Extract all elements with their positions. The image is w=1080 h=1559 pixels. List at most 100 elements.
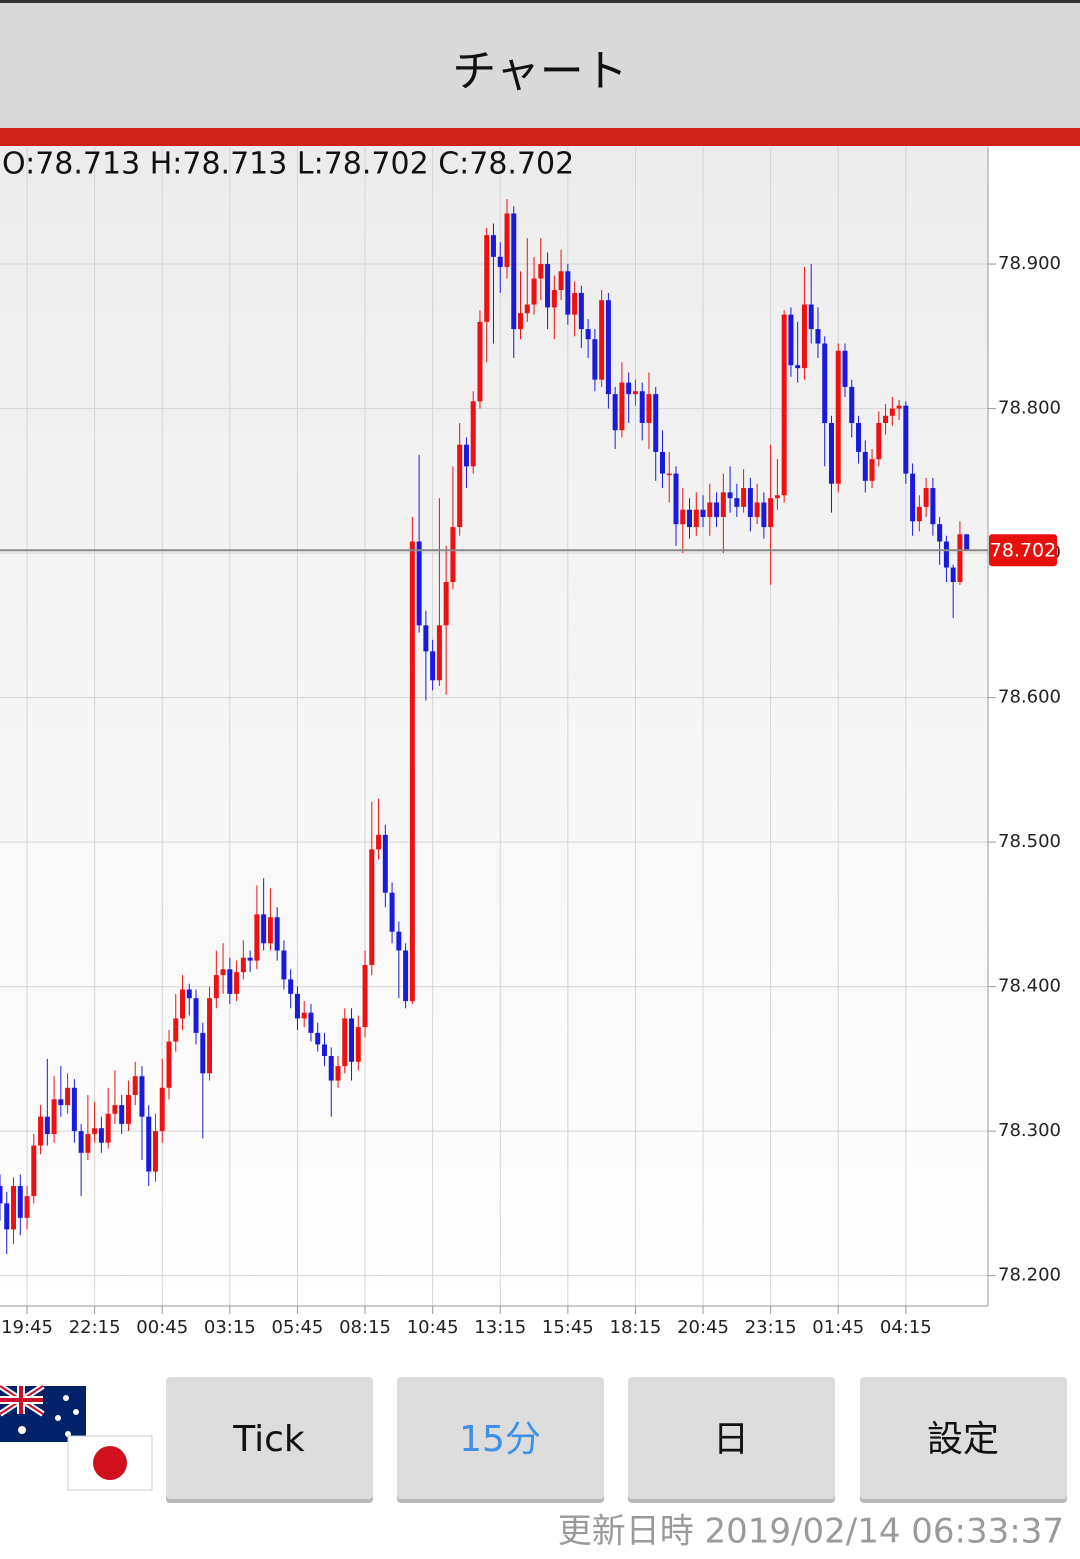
candle-body	[0, 1186, 3, 1204]
x-tick-label: 20:45	[677, 1317, 729, 1338]
candle-body	[815, 329, 821, 344]
candle-body	[227, 969, 233, 994]
candle-body	[409, 541, 415, 1002]
candle-body	[916, 506, 922, 522]
button-label[interactable]: Tick	[232, 1419, 305, 1460]
candle-body	[58, 1099, 64, 1106]
header-bar	[0, 0, 1080, 128]
flag-au-star	[18, 1426, 26, 1434]
header-title: チャート	[452, 46, 628, 97]
candle-body	[207, 998, 213, 1074]
y-tick-label: 78.800	[998, 398, 1061, 419]
button[interactable]	[628, 1377, 835, 1499]
y-tick-label: 78.500	[998, 831, 1061, 852]
candle-body	[612, 394, 618, 431]
candle-body	[423, 625, 429, 652]
candle-body	[592, 339, 598, 380]
candle-body	[152, 1131, 158, 1172]
candle-body	[166, 1041, 172, 1088]
candle-body	[335, 1066, 341, 1081]
button[interactable]	[397, 1377, 604, 1499]
candle-body	[707, 502, 713, 517]
x-tick-label: 19:45	[1, 1317, 53, 1338]
button-row: Tick 15分 日 設定	[166, 1377, 1067, 1503]
x-tick-label: 04:15	[880, 1317, 932, 1338]
candle-body	[876, 423, 882, 460]
candle-body	[11, 1186, 17, 1230]
candle-body	[4, 1203, 10, 1230]
x-tick-label: 05:45	[272, 1317, 324, 1338]
candle-body	[862, 451, 868, 481]
candle-body	[943, 541, 949, 568]
candle-body	[619, 382, 625, 431]
candle-body	[869, 459, 875, 481]
candle-body	[835, 350, 841, 484]
candle-body	[727, 492, 733, 499]
candle-body	[558, 271, 564, 291]
candle-body	[842, 350, 848, 387]
button[interactable]	[860, 1377, 1067, 1499]
candle-body	[31, 1145, 37, 1197]
flag-jp-sun	[93, 1446, 127, 1480]
candle-body	[315, 1032, 321, 1045]
y-tick-label: 78.300	[998, 1120, 1061, 1141]
candle-body	[267, 917, 273, 944]
candle-body	[71, 1087, 77, 1132]
candle-body	[44, 1116, 50, 1135]
candle-body	[578, 292, 584, 330]
candle-body	[301, 1012, 307, 1019]
candle-body	[254, 914, 260, 961]
candle-body	[369, 849, 375, 965]
header-edge	[0, 0, 1080, 3]
candle-body	[247, 957, 253, 961]
candle-body	[349, 1018, 355, 1062]
candle-body	[146, 1116, 152, 1172]
accent-bar	[0, 128, 1080, 146]
candle-body	[883, 415, 889, 424]
candle-body	[355, 1027, 361, 1062]
candle-body	[538, 264, 544, 279]
candle-body	[754, 502, 760, 517]
candle-body	[801, 304, 807, 369]
button-label[interactable]: 日	[713, 1419, 749, 1460]
candle-body	[626, 382, 632, 395]
candle-body	[828, 423, 834, 484]
candle-body	[484, 235, 490, 322]
candle-body	[964, 534, 970, 551]
candle-body	[659, 451, 665, 474]
candle-body	[653, 394, 659, 452]
candle-body	[321, 1044, 327, 1056]
candle-body	[98, 1128, 104, 1143]
candle-body	[795, 365, 801, 369]
candle-body	[159, 1087, 165, 1132]
candle-body	[457, 444, 463, 528]
candle-body	[78, 1131, 84, 1153]
x-tick-label: 00:45	[136, 1317, 188, 1338]
candle-body	[896, 405, 902, 409]
candle-body	[139, 1076, 145, 1117]
candle-body	[376, 834, 382, 850]
candle-body	[768, 498, 774, 528]
button-label[interactable]: 15分	[459, 1419, 541, 1460]
candle-body	[470, 401, 476, 467]
candle-body	[680, 509, 686, 525]
candle-body	[173, 1018, 179, 1042]
candle-body	[910, 473, 916, 522]
button[interactable]	[166, 1377, 373, 1499]
candle-body	[112, 1105, 118, 1114]
candle-body	[808, 304, 814, 330]
candle-body	[774, 495, 780, 499]
y-tick-label: 78.400	[998, 976, 1061, 997]
button-label[interactable]: 設定	[927, 1419, 999, 1460]
candle-body	[51, 1099, 57, 1135]
candle-body	[693, 509, 699, 528]
candle-body	[362, 964, 368, 1028]
candle-body	[889, 408, 895, 416]
candle-body	[281, 950, 287, 980]
candle-body	[382, 834, 388, 893]
x-tick-label: 08:15	[339, 1317, 391, 1338]
candle-body	[119, 1105, 125, 1124]
candle-body	[551, 290, 557, 308]
candle-body	[673, 473, 679, 525]
